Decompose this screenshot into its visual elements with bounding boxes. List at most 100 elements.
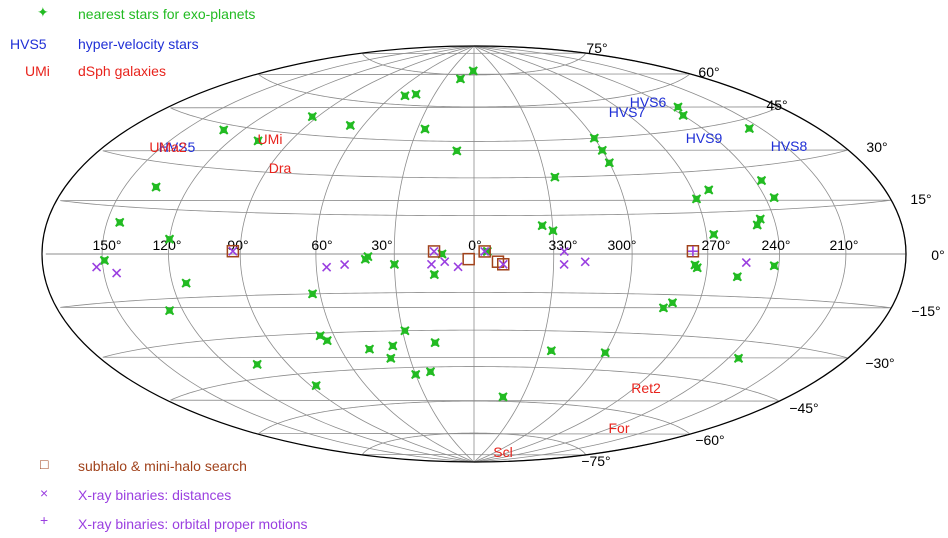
longitude-line: [473, 45, 633, 463]
legend-label-exoplanets: nearest stars for exo-planets: [78, 6, 256, 22]
object-label-hvs9: HVS9: [686, 130, 723, 146]
exoplanet-star-marker: [411, 369, 421, 380]
coordinate-grid: [41, 45, 907, 463]
exoplanet-star-marker: [691, 194, 702, 204]
exoplanet-star-marker: [99, 255, 110, 266]
latitude-tick-label: 15°: [910, 191, 931, 207]
object-label-uma2: UMa2: [149, 139, 187, 155]
exoplanet-star-marker: [360, 254, 371, 264]
latitude-line: [60, 199, 892, 216]
legend-label-subhalo: subhalo & mini-halo search: [78, 458, 247, 474]
longitude-line: [473, 45, 709, 463]
exoplanet-star-marker: [498, 392, 508, 402]
xrb-distance-cross-marker: [228, 246, 238, 256]
longitude-tick-label: 120°: [153, 237, 182, 253]
xrb-distance-cross-marker: [322, 262, 332, 272]
latitude-tick-label: −15°: [911, 303, 940, 319]
exoplanet-star-marker: [400, 326, 410, 336]
latitude-line: [170, 366, 780, 402]
longitude-tick-label: 150°: [93, 237, 122, 253]
legend-label-xrb-motions: X-ray binaries: orbital proper motions: [78, 516, 308, 532]
exoplanet-star-marker: [455, 74, 466, 84]
exoplanet-star-marker: [389, 259, 400, 270]
latitude-tick-label: 75°: [586, 40, 607, 56]
longitude-tick-label: 0°: [931, 247, 944, 263]
exoplanet-star-marker: [550, 172, 560, 182]
longitude-tick-label: 210°: [830, 237, 859, 253]
xrb-distance-cross-marker: [559, 246, 569, 256]
latitude-tick-label: 45°: [766, 97, 787, 113]
longitude-line: [473, 45, 555, 463]
xrb-distance-cross-marker: [426, 259, 437, 269]
xrb-distance-cross-marker: [453, 262, 463, 272]
longitude-tick-label: 270°: [702, 237, 731, 253]
exoplanet-star-marker: [769, 261, 779, 271]
longitude-tick-label: 300°: [608, 237, 637, 253]
exoplanet-star-marker: [756, 175, 767, 186]
xrb-distance-cross-marker: [559, 259, 569, 269]
object-label-dra: Dra: [269, 160, 292, 176]
exoplanet-star-marker: [388, 341, 398, 351]
xrb-distance-cross-marker: [340, 259, 350, 270]
object-label-for: For: [609, 420, 630, 436]
exoplanet-star-marker: [482, 246, 492, 257]
subhalo-square-marker: [427, 245, 441, 258]
exoplanet-star-marker: [744, 123, 755, 134]
subhalo-square-marker: [478, 245, 491, 258]
exoplanet-star-marker: [546, 346, 557, 356]
xrb-distance-cross-marker: [112, 268, 122, 278]
exoplanet-star-marker: [411, 89, 421, 99]
object-label-hvs5: HVS5: [159, 139, 196, 155]
exoplanet-star-marker: [400, 91, 410, 101]
exoplanet-star-marker: [548, 226, 558, 236]
exoplanet-star-marker: [597, 145, 607, 156]
exoplanet-star-marker: [164, 305, 175, 316]
longitude-line: [101, 45, 475, 463]
latitude-line: [60, 292, 892, 309]
longitude-tick-label: 30°: [371, 237, 392, 253]
exoplanet-star-marker: [769, 192, 779, 203]
exoplanet-star-marker: [425, 367, 436, 377]
exoplanet-star-marker: [537, 220, 547, 231]
object-label-hvs6: HVS6: [630, 94, 667, 110]
subhalo-square-marker: [226, 244, 240, 258]
latitude-line: [257, 73, 691, 108]
exoplanet-star-marker: [733, 353, 744, 363]
exoplanet-star-marker: [452, 146, 462, 156]
longitude-tick-label: 240°: [762, 237, 791, 253]
exoplanet-star-marker: [704, 185, 714, 195]
object-label-umi: UMi: [258, 131, 283, 147]
exoplanet-star-marker: [673, 102, 683, 112]
object-label-hvs8: HVS8: [771, 138, 808, 154]
longitude-line: [315, 45, 475, 463]
exoplanet-star-marker: [315, 331, 325, 341]
sky-boundary: [41, 45, 907, 463]
exoplanet-star-marker: [420, 124, 430, 134]
exoplanet-star-marker: [755, 214, 765, 224]
xrb-distance-cross-marker: [741, 258, 751, 268]
coordinate-tick-labels: 150° 120° 90° 60° 30° 0° 330° 300° 270° 240° 210°0…: [93, 40, 945, 469]
longitude-line: [168, 45, 475, 463]
legend-square-icon: □: [40, 456, 49, 472]
latitude-line: [102, 329, 849, 359]
latitude-tick-label: −75°: [581, 453, 610, 469]
legend-symbol-dsph: UMi: [25, 63, 50, 79]
subhalo-square-marker: [497, 258, 510, 271]
exoplanet-star-marker: [164, 234, 175, 244]
longitude-line: [473, 45, 780, 463]
latitude-line: [102, 149, 849, 179]
longitude-tick-label: 60°: [311, 237, 332, 253]
longitude-tick-label: 330°: [549, 237, 578, 253]
exoplanet-star-marker: [181, 278, 191, 288]
exoplanet-star-marker: [219, 125, 229, 135]
exoplanet-star-marker: [322, 335, 332, 346]
subhalo-square-marker: [686, 245, 700, 258]
exoplanet-star-marker: [752, 220, 762, 230]
latitude-tick-label: −60°: [695, 432, 724, 448]
latitude-tick-label: −45°: [789, 400, 818, 416]
longitude-line: [473, 45, 847, 463]
xrb-distance-cross-marker: [498, 259, 508, 269]
exoplanet-star-marker: [151, 182, 161, 192]
exoplanet-star-marker: [364, 344, 375, 354]
